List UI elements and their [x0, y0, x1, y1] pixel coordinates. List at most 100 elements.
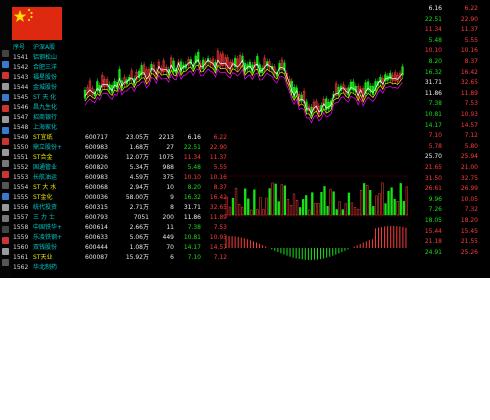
- candle-body: [379, 76, 382, 83]
- stock-row[interactable]: 1556 统代投资 600315 2.71万 8 31.71 32.65: [13, 203, 233, 212]
- row-index: 1545: [13, 94, 29, 101]
- flag-stars: [13, 8, 33, 22]
- candle-body: [234, 57, 237, 68]
- price-bid: 16.32: [424, 68, 442, 76]
- volume-bar: [347, 192, 351, 216]
- volume-bar: [262, 209, 265, 216]
- stock-row[interactable]: 1562 华北制药: [13, 263, 233, 272]
- price-ask: 18.20: [460, 217, 478, 224]
- stock-code: 600087: [85, 254, 108, 261]
- stock-code: 600820: [85, 164, 108, 171]
- toolbar-icon[interactable]: [2, 138, 9, 145]
- price-row: 10.81 10.93: [412, 110, 482, 119]
- toolbar-icon[interactable]: [2, 61, 9, 68]
- stock-price-ask: 22.90: [209, 144, 227, 151]
- toolbar-icon[interactable]: [2, 149, 9, 156]
- price-row: 24.91 25.26: [412, 248, 482, 257]
- toolbar-icon[interactable]: [2, 160, 9, 167]
- volume-bar: [356, 208, 360, 216]
- toolbar-icon[interactable]: [2, 171, 9, 178]
- stock-row[interactable]: 1547 招商银行: [13, 113, 233, 122]
- price-row: 18.05 18.20: [412, 216, 482, 225]
- column-header-name[interactable]: 沪深A股: [33, 44, 56, 51]
- toolbar-icon[interactable]: [2, 182, 9, 189]
- candle-body: [300, 94, 303, 102]
- stock-row[interactable]: 1545 ST 天 化: [13, 93, 233, 102]
- toolbar-icon[interactable]: [2, 193, 9, 200]
- stock-volume: 11: [166, 224, 174, 231]
- stock-row[interactable]: 1551 ST合金 000926 12.07万 1075 11.34 11.37: [13, 153, 233, 162]
- stock-price: 10.81: [183, 234, 201, 241]
- candle-body: [172, 60, 175, 73]
- stock-row[interactable]: 1561 ST天业 600087 15.92万 6 7.10 7.12: [13, 253, 233, 262]
- stock-name: ST天业: [33, 254, 53, 261]
- row-index: 1549: [13, 134, 29, 141]
- candle-body: [103, 79, 106, 87]
- candle-body: [177, 61, 180, 66]
- candle-body: [288, 79, 291, 85]
- toolbar-icon[interactable]: [2, 72, 9, 79]
- price-ask: 11.37: [460, 26, 478, 34]
- volume-bar: [405, 186, 409, 216]
- stock-code: 600793: [85, 214, 108, 221]
- volume-bar: [247, 198, 250, 216]
- candle-body: [315, 101, 318, 109]
- stock-name: 金城股份: [33, 84, 58, 91]
- volume-bar: [308, 209, 311, 216]
- toolbar-icon[interactable]: [2, 204, 9, 211]
- stock-amount: 2.66万: [129, 224, 149, 231]
- volume-bar: [344, 203, 348, 216]
- toolbar-icon[interactable]: [2, 248, 9, 255]
- toolbar-icon[interactable]: [2, 50, 9, 57]
- stock-price-ask: 7.53: [213, 224, 227, 231]
- stock-amount: 2.94万: [129, 184, 149, 191]
- stock-name: ST 大 水: [33, 184, 57, 191]
- price-bid: 24.91: [424, 248, 442, 256]
- column-header-index[interactable]: 序号: [13, 44, 26, 51]
- candle-body: [162, 60, 165, 72]
- toolbar-icon[interactable]: [2, 94, 9, 101]
- stock-volume: 70: [166, 244, 174, 251]
- stock-row[interactable]: 1554 ST 大 水 600068 2.94万 10 8.20 8.37: [13, 183, 233, 192]
- volume-bar: [241, 206, 244, 216]
- stock-name: 三 力 士: [33, 214, 55, 221]
- stock-row[interactable]: 1558 中国铁华+ 600614 2.66万 11 7.38 7.53: [13, 223, 233, 232]
- candle-body: [283, 62, 286, 71]
- stock-row[interactable]: 1555 ST金化 000036 58.00万 9 16.32 16.42: [13, 193, 233, 202]
- stock-row[interactable]: 1552 国通管业 600820 5.34万 988 5.48 5.55: [13, 163, 233, 172]
- toolbar-icon[interactable]: [2, 127, 9, 134]
- stock-row[interactable]: 1548 上海家化: [13, 123, 233, 132]
- stock-row[interactable]: 1542 合肥三洋: [13, 63, 233, 72]
- stock-name: 长航油运: [33, 174, 58, 181]
- toolbar-icon[interactable]: [2, 259, 9, 266]
- stock-row[interactable]: 1550 鼎立股份+ 600983 1.68万 27 22.51 22.90: [13, 143, 233, 152]
- price-ask: 8.37: [464, 58, 478, 65]
- stock-row[interactable]: 1543 福星股份: [13, 73, 233, 82]
- stock-volume: 1075: [158, 154, 174, 161]
- toolbar-icon[interactable]: [2, 226, 9, 233]
- stock-row[interactable]: 1553 长航油运 600983 4.59万 375 10.10 10.16: [13, 173, 233, 182]
- stock-row[interactable]: 1559 乐凌铁钢+ 600633 5.06万 449 10.81 10.93: [13, 233, 233, 242]
- stock-price: 14.17: [183, 244, 201, 251]
- price-bid: 21.65: [424, 164, 442, 171]
- stock-row[interactable]: 1560 双钱股份 600444 1.08万 70 14.17 14.57: [13, 243, 233, 252]
- toolbar-icon[interactable]: [2, 83, 9, 90]
- volume-bar: [302, 199, 305, 216]
- stock-row[interactable]: 1544 金城股份: [13, 83, 233, 92]
- toolbar-icon[interactable]: [2, 116, 9, 123]
- stock-row[interactable]: 1546 昌九生化: [13, 103, 233, 112]
- stock-price-ask: 11.89: [209, 214, 227, 221]
- stock-row[interactable]: 1557 三 力 士 600793 7051 200 11.86 11.89: [13, 213, 233, 222]
- stock-price-ask: 10.93: [209, 234, 227, 241]
- price-ask: 5.80: [464, 142, 478, 150]
- toolbar-icon[interactable]: [2, 237, 9, 244]
- stock-row[interactable]: 1549 ST宜纸 600717 23.05万 2213 6.16 6.22: [13, 133, 233, 142]
- candle-body: [349, 81, 352, 90]
- price-bid: 7.38: [428, 100, 442, 108]
- toolbar-icon[interactable]: [2, 215, 9, 222]
- volume-bar: [268, 188, 271, 216]
- row-index: 1556: [13, 204, 29, 211]
- stock-row[interactable]: 1541 铝钢松山: [13, 53, 233, 62]
- volume-bar: [305, 195, 308, 216]
- toolbar-icon[interactable]: [2, 105, 9, 112]
